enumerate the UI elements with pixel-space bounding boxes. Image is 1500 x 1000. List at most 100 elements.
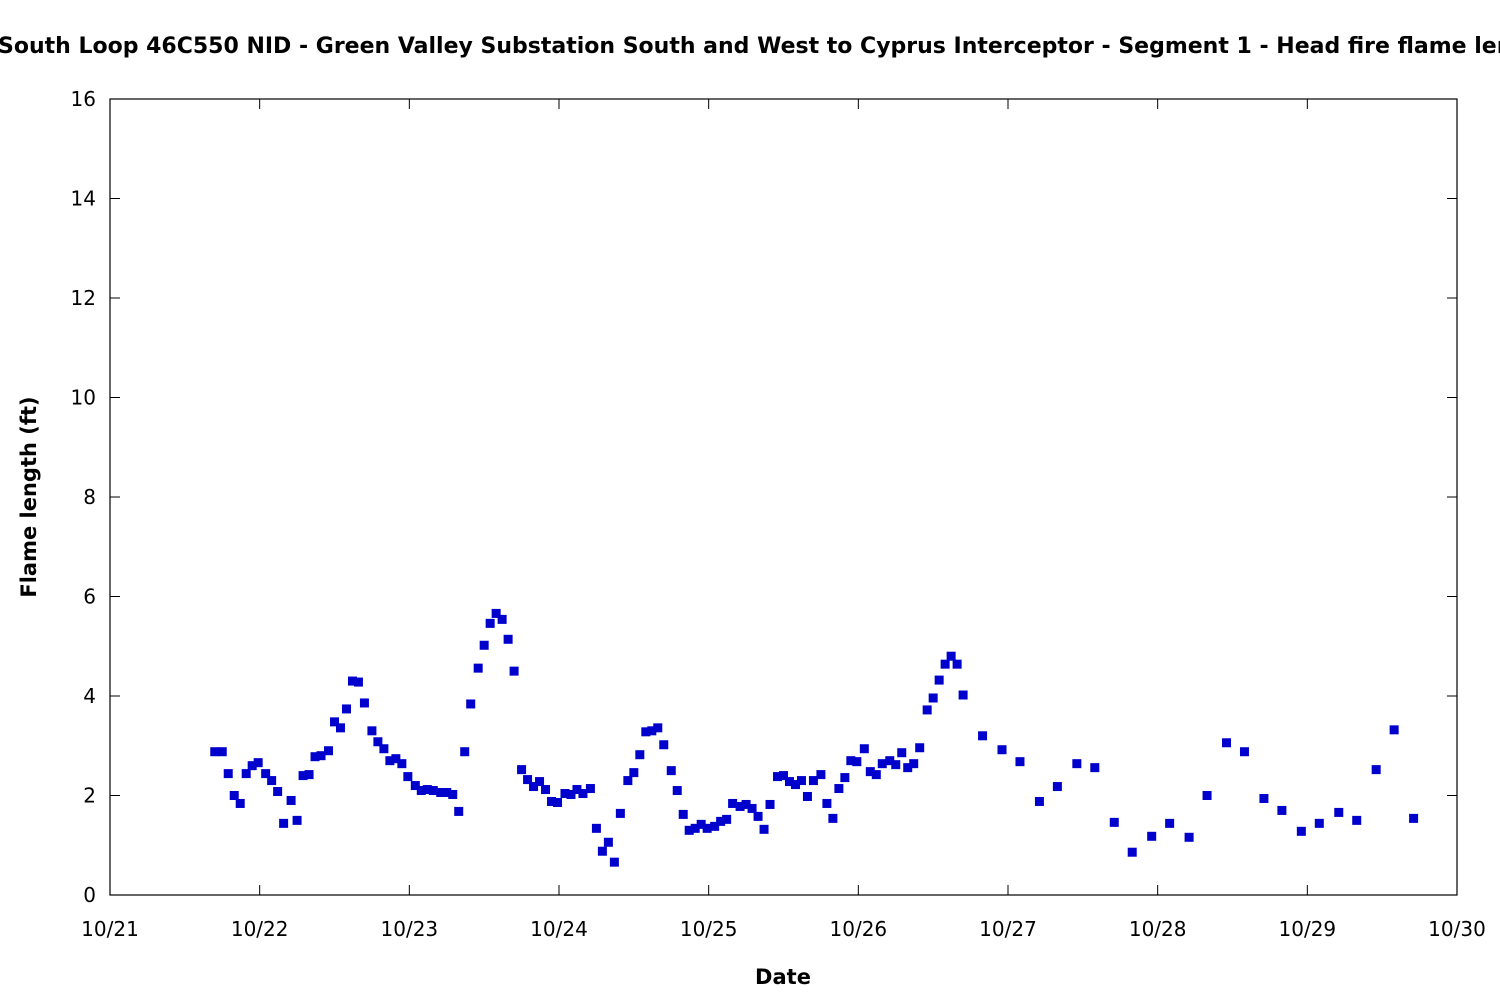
data-point: [347, 676, 357, 686]
data-point: [816, 770, 826, 780]
data-point: [529, 782, 539, 792]
data-point: [547, 796, 557, 806]
data-point: [647, 726, 657, 736]
x-tick-label: 10/27: [979, 917, 1037, 941]
data-point: [1052, 782, 1062, 792]
data-point: [852, 757, 862, 767]
data-point: [247, 761, 257, 771]
y-tick-label: 16: [71, 87, 96, 111]
data-point: [416, 786, 426, 796]
data-point: [591, 823, 601, 833]
data-point: [741, 799, 751, 809]
data-point: [684, 825, 694, 835]
data-point: [871, 770, 881, 780]
data-point: [903, 763, 913, 773]
data-point: [773, 772, 783, 782]
data-point: [702, 823, 712, 833]
data-point: [422, 785, 432, 795]
data-point: [1352, 815, 1362, 825]
data-point: [241, 769, 251, 779]
data-point: [1277, 805, 1287, 815]
data-point: [629, 768, 639, 778]
data-point: [603, 837, 613, 847]
data-point: [934, 675, 944, 685]
y-tick-label: 10: [71, 386, 96, 410]
y-tick-label: 6: [83, 585, 96, 609]
data-point: [304, 770, 314, 780]
y-axis-title: Flame length (ft): [17, 396, 41, 597]
data-point: [940, 659, 950, 669]
data-point: [367, 726, 377, 736]
data-point: [229, 791, 239, 800]
data-point: [572, 785, 582, 795]
data-point: [747, 803, 757, 813]
data-point: [448, 790, 458, 800]
data-point: [1409, 813, 1419, 823]
data-point: [1389, 725, 1399, 735]
data-point: [324, 746, 334, 756]
data-point: [359, 698, 369, 708]
data-point: [672, 786, 682, 796]
data-point: [623, 776, 633, 786]
data-point: [292, 815, 302, 825]
data-point: [454, 806, 464, 816]
data-point: [253, 758, 263, 768]
y-tick-label: 14: [71, 187, 96, 211]
data-point: [585, 784, 595, 794]
data-point: [217, 747, 227, 757]
data-point: [946, 651, 956, 661]
data-point: [335, 723, 345, 733]
data-point: [560, 789, 570, 799]
data-point: [1147, 831, 1157, 841]
data-point: [497, 614, 507, 624]
data-point: [997, 745, 1007, 755]
data-point: [553, 797, 563, 807]
x-tick-label: 10/26: [830, 917, 888, 941]
x-tick-label: 10/21: [81, 917, 139, 941]
data-point: [210, 747, 220, 757]
data-point: [279, 818, 289, 828]
data-point: [491, 608, 501, 618]
data-point: [653, 723, 663, 733]
data-point: [828, 813, 838, 823]
data-point: [802, 791, 812, 801]
data-point: [379, 744, 389, 754]
data-point: [922, 705, 932, 715]
data-point: [391, 754, 401, 764]
data-point: [678, 809, 688, 819]
data-point: [1090, 763, 1100, 773]
data-point: [641, 727, 651, 737]
data-point: [952, 659, 962, 669]
data-point: [765, 799, 775, 809]
chart-title: South Loop 46C550 NID - Green Valley Sub…: [0, 34, 1500, 59]
data-point: [1314, 818, 1324, 828]
data-point: [728, 798, 738, 808]
data-point: [397, 759, 407, 769]
data-point: [784, 777, 794, 787]
data-point: [659, 740, 669, 750]
data-point: [759, 824, 769, 834]
data-point: [1371, 765, 1381, 775]
y-tick-label: 2: [83, 784, 96, 808]
data-point: [859, 744, 869, 754]
data-point: [735, 801, 745, 811]
x-axis-title: Date: [755, 965, 811, 989]
data-point: [310, 752, 320, 762]
data-point: [779, 771, 788, 781]
x-tick-label: 10/25: [680, 917, 738, 941]
data-point: [578, 789, 588, 799]
data-point: [808, 776, 818, 786]
data-point: [286, 795, 296, 805]
data-point: [460, 747, 470, 757]
data-point: [891, 760, 901, 770]
data-point: [298, 771, 308, 781]
data-point: [373, 737, 383, 747]
y-tick-label: 8: [83, 485, 96, 509]
data-point: [790, 780, 800, 790]
data-point: [535, 777, 545, 787]
data-point: [466, 699, 476, 709]
x-tick-label: 10/23: [381, 917, 439, 941]
data-point: [834, 784, 844, 794]
data-point: [403, 772, 413, 782]
data-point: [385, 756, 395, 766]
